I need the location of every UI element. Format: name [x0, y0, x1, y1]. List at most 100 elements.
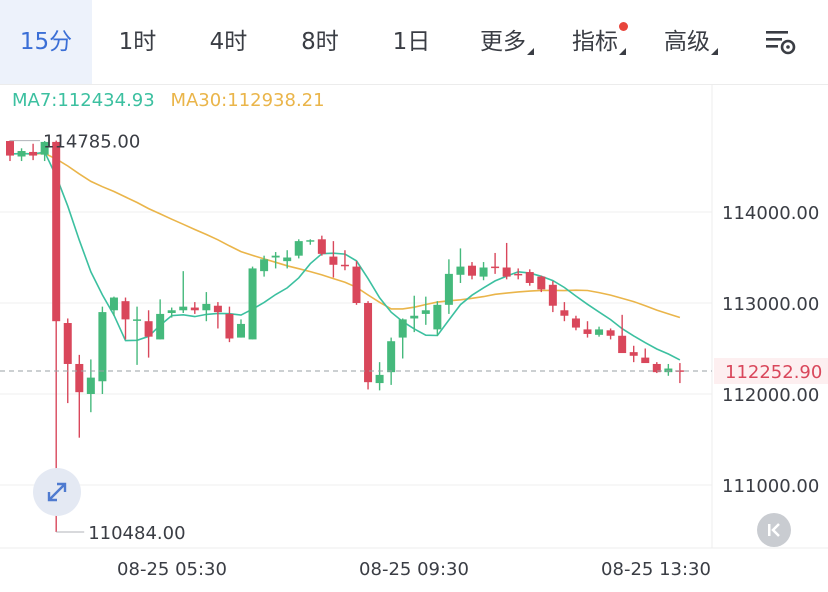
y-tick-label: 113000.00 — [722, 294, 819, 315]
dropdown-caret-icon — [527, 48, 534, 55]
scroll-to-latest-button[interactable] — [757, 513, 791, 547]
candle-body — [398, 319, 407, 338]
candle-body — [502, 267, 511, 277]
candle-body — [202, 303, 211, 311]
candle-body — [571, 318, 580, 328]
candle-body — [606, 330, 615, 336]
candle-body — [306, 240, 315, 242]
tab-3[interactable]: 8时 — [274, 0, 366, 84]
candle-body — [121, 301, 130, 320]
tab-label: 1日 — [392, 29, 431, 55]
candle-body — [248, 268, 257, 340]
low-label: 110484.00 — [88, 523, 185, 544]
current-price-tag — [714, 357, 828, 384]
tab-label: 15分 — [19, 29, 73, 55]
candle-body — [652, 363, 661, 373]
candle-body — [144, 321, 153, 337]
candle-body — [179, 306, 188, 311]
candle-body — [537, 276, 546, 290]
candle-body — [213, 305, 222, 313]
candle-body — [317, 239, 326, 254]
candle-body — [618, 335, 627, 354]
candle-body — [294, 241, 303, 256]
candle-body — [560, 310, 569, 316]
candle-body — [340, 264, 349, 267]
candle-body — [17, 151, 26, 157]
candle-body — [479, 267, 488, 277]
ma30-label: MA30:112938.21 — [170, 90, 325, 111]
tab-6[interactable]: 指标 — [549, 0, 641, 84]
candle-body — [98, 312, 107, 382]
candle-body — [491, 266, 500, 269]
x-tick-label: 08-25 13:30 — [601, 559, 711, 580]
x-tick-label: 08-25 05:30 — [117, 559, 227, 580]
dropdown-caret-icon — [619, 48, 626, 55]
chart-settings-button[interactable] — [758, 22, 802, 62]
tab-label: 高级 — [664, 29, 710, 55]
candle-body — [40, 141, 49, 155]
candle-body — [63, 323, 72, 364]
ma30-line — [9, 152, 681, 319]
fullscreen-button[interactable] — [33, 468, 81, 516]
candle-body — [387, 341, 396, 373]
candle-body — [260, 259, 269, 272]
candle-body — [52, 141, 61, 322]
y-tick-label: 111000.00 — [722, 476, 819, 497]
candle-body — [190, 307, 199, 311]
tab-0[interactable]: 15分 — [0, 0, 92, 84]
dropdown-caret-icon — [711, 48, 718, 55]
candle-body — [548, 284, 557, 306]
candle-body — [271, 255, 280, 258]
candle-body — [664, 368, 673, 373]
tab-label: 8时 — [301, 29, 339, 55]
candle-body — [352, 266, 361, 303]
x-tick-label: 08-25 09:30 — [359, 559, 469, 580]
candle-body — [514, 273, 523, 276]
ma-legend: MA7:112434.93 MA30:112938.21 — [12, 90, 335, 111]
candle-body — [283, 257, 292, 262]
candle-body — [29, 151, 38, 156]
candle-body — [237, 323, 245, 338]
candle-body — [583, 329, 592, 334]
current-price-label: 112252.90 — [725, 362, 822, 383]
candle-body — [329, 256, 338, 265]
candle-body — [468, 265, 476, 276]
candle-body — [444, 273, 453, 305]
jump-to-latest-icon — [768, 523, 780, 537]
tab-4[interactable]: 1日 — [366, 0, 457, 84]
candle-body — [641, 357, 650, 364]
high-label: 114785.00 — [43, 132, 140, 153]
tab-1[interactable]: 1时 — [92, 0, 183, 84]
candle-body — [410, 315, 419, 319]
expand-icon — [47, 482, 67, 502]
ma7-label: MA7:112434.93 — [12, 90, 155, 111]
candle-body — [629, 352, 638, 356]
candle-body — [133, 319, 142, 321]
candle-body — [525, 272, 534, 283]
candle-body — [6, 141, 14, 156]
tab-label: 4时 — [209, 29, 248, 55]
tab-5[interactable]: 更多 — [457, 0, 549, 84]
tab-2[interactable]: 4时 — [183, 0, 274, 84]
y-tick-label: 112000.00 — [722, 385, 819, 406]
tab-label: 更多 — [480, 29, 526, 55]
candle-body — [167, 310, 176, 314]
candle-body — [86, 377, 95, 394]
candle-body — [75, 363, 84, 393]
candle-body — [375, 374, 384, 384]
candle-body — [456, 266, 465, 275]
candle-body — [421, 310, 430, 314]
y-tick-label: 114000.00 — [722, 203, 819, 224]
tab-7[interactable]: 高级 — [641, 0, 733, 84]
interval-tab-bar: 15分 1时 4时 8时 1日 更多 指标 高级 — [0, 0, 828, 85]
candle-body — [225, 313, 234, 339]
tab-label: 1时 — [118, 29, 157, 55]
candle-body — [156, 313, 165, 340]
candle-body — [364, 303, 373, 383]
tab-label: 指标 — [572, 29, 618, 55]
chart-settings-icon — [766, 31, 796, 55]
candle-body — [433, 304, 442, 330]
candle-body — [595, 329, 604, 335]
notification-dot — [619, 22, 628, 31]
